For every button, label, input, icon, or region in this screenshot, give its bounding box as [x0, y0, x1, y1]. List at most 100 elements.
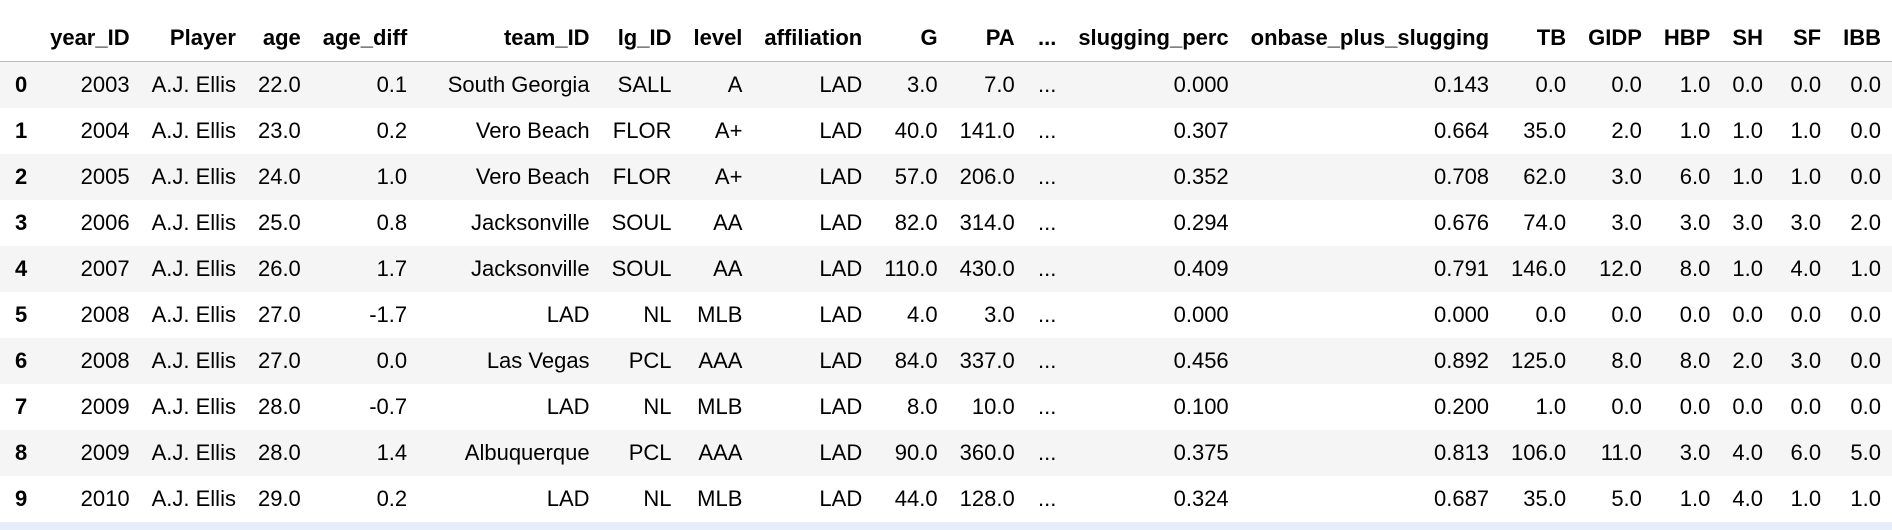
table-cell: ...: [1037, 440, 1057, 465]
table-cell: 1.0: [1790, 164, 1822, 189]
table-cell: ...: [1037, 164, 1057, 189]
row-index: 8: [15, 440, 28, 465]
table-cell: Vero Beach: [475, 118, 590, 143]
table-cell: 25.0: [257, 210, 301, 235]
table-cell: 0.0: [1790, 302, 1822, 327]
table-cell: SOUL: [611, 210, 672, 235]
table-row: 5 2008 A.J. Ellis 27.0 -1.7 LAD NL MLB LAD 4.0 3.0…: [0, 292, 1892, 338]
table-cell: 6.0: [1679, 164, 1711, 189]
column-header: team_ID: [418, 15, 601, 62]
table-cell: 1.0: [1732, 164, 1763, 189]
table-cell: A.J. Ellis: [151, 118, 236, 143]
table-cell: 128.0: [959, 486, 1015, 511]
table-cell: 0.0: [376, 348, 408, 373]
table-cell: 3.0: [1679, 440, 1711, 465]
table-cell: 110.0: [884, 256, 938, 281]
column-header: IBB: [1832, 15, 1892, 62]
table-cell: A.J. Ellis: [151, 256, 236, 281]
table-cell: ...: [1037, 72, 1057, 97]
table-cell: 0.324: [1173, 486, 1229, 511]
table-cell: ...: [1037, 394, 1057, 419]
table-cell: 0.0: [1732, 302, 1763, 327]
table-cell: ...: [1037, 118, 1057, 143]
table-cell: 0.0: [1850, 118, 1881, 143]
table-cell: 0.000: [1173, 72, 1229, 97]
table-cell: -1.7: [369, 302, 408, 327]
table-cell: 0.0: [1535, 72, 1567, 97]
table-cell: 1.0: [1679, 118, 1711, 143]
table-cell: 0.676: [1433, 210, 1490, 235]
table-cell: PCL: [628, 348, 672, 373]
table-cell: NL: [643, 394, 672, 419]
table-cell: 0.0: [1790, 72, 1822, 97]
table-cell: ...: [1037, 210, 1057, 235]
column-header: TB: [1500, 15, 1578, 62]
table-cell: 106.0: [1511, 440, 1567, 465]
table-cell: 35.0: [1523, 118, 1567, 143]
table-cell: 27.0: [257, 348, 301, 373]
table-cell: 0.791: [1433, 256, 1490, 281]
table-cell: 8.0: [1679, 348, 1711, 373]
table-cell: 0.8: [376, 210, 408, 235]
table-cell: 0.200: [1433, 394, 1490, 419]
table-cell: 0.1: [376, 72, 408, 97]
table-cell: 4.0: [1732, 440, 1763, 465]
table-cell: ...: [1037, 302, 1057, 327]
table-cell: A: [727, 72, 743, 97]
table-cell: 1.0: [1732, 256, 1763, 281]
table-cell: A.J. Ellis: [151, 440, 236, 465]
row-index: 1: [15, 118, 28, 143]
table-cell: 1.4: [376, 440, 408, 465]
table-cell: 3.0: [1790, 348, 1822, 373]
table-cell: LAD: [546, 394, 590, 419]
table-cell: 0.375: [1173, 440, 1229, 465]
column-header: level: [682, 15, 754, 62]
column-header: Player: [140, 15, 247, 62]
row-index: 6: [15, 348, 28, 373]
column-header: lg_ID: [600, 15, 683, 62]
table-cell: A.J. Ellis: [151, 394, 236, 419]
table-cell: 27.0: [257, 302, 301, 327]
table-row: 6 2008 A.J. Ellis 27.0 0.0 Las Vegas PCL AAA LAD…: [0, 338, 1892, 384]
table-cell: AA: [713, 210, 743, 235]
table-cell: 0.0: [1850, 164, 1881, 189]
table-cell: LAD: [819, 302, 863, 327]
table-cell: 1.0: [1679, 72, 1711, 97]
table-cell: 1.0: [1790, 486, 1822, 511]
table-cell: NL: [643, 486, 672, 511]
column-header: age: [246, 15, 312, 62]
table-cell: Las Vegas: [486, 348, 590, 373]
table-cell: NL: [643, 302, 672, 327]
table-cell: 0.352: [1173, 164, 1229, 189]
table-cell: LAD: [819, 210, 863, 235]
table-cell: 206.0: [959, 164, 1015, 189]
table-cell: 24.0: [257, 164, 301, 189]
table-cell: 8.0: [907, 394, 938, 419]
table-cell: 29.0: [257, 486, 301, 511]
table-cell: 0.0: [1679, 394, 1711, 419]
table-cell: South Georgia: [447, 72, 590, 97]
table-cell: 360.0: [959, 440, 1015, 465]
table-cell: 90.0: [894, 440, 938, 465]
table-cell: 430.0: [959, 256, 1015, 281]
table-cell: 3.0: [984, 302, 1015, 327]
table-cell: 0.0: [1535, 302, 1567, 327]
table-cell: 8.0: [1611, 348, 1642, 373]
table-cell: 0.0: [1790, 394, 1822, 419]
table-cell: FLOR: [612, 164, 672, 189]
table-row: 8 2009 A.J. Ellis 28.0 1.4 Albuquerque PCL AAA L…: [0, 430, 1892, 476]
table-cell: ...: [1037, 486, 1057, 511]
row-index: 2: [15, 164, 28, 189]
table-cell: 10.0: [971, 394, 1015, 419]
next-row-highlight: [0, 522, 1892, 530]
table-cell: 2008: [80, 348, 130, 373]
table-cell: 2004: [80, 118, 130, 143]
table-cell: 1.0: [1535, 394, 1567, 419]
column-header: affiliation: [753, 15, 874, 62]
table-cell: 0.892: [1433, 348, 1490, 373]
table-cell: 0.664: [1433, 118, 1490, 143]
column-header: PA: [948, 15, 1026, 62]
table-cell: 0.0: [1679, 302, 1711, 327]
table-cell: LAD: [819, 256, 863, 281]
table-cell: 2006: [80, 210, 130, 235]
